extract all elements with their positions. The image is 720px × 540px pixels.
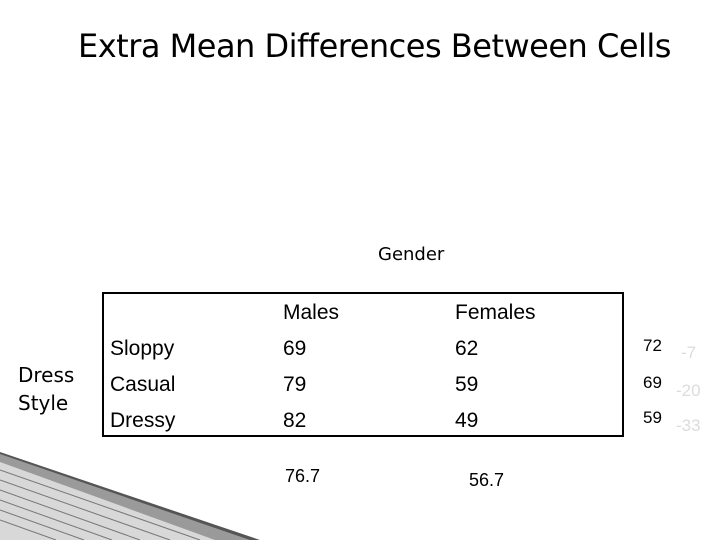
cell-sloppy-females: 62 bbox=[455, 337, 479, 360]
cell-casual-males: 79 bbox=[283, 373, 307, 396]
slide-title: Extra Mean Differences Between Cells bbox=[78, 27, 671, 65]
difference-dressy: -33 bbox=[676, 416, 701, 435]
dress-style-label: Dress Style bbox=[18, 363, 75, 415]
column-mean-males: 76.7 bbox=[285, 466, 321, 486]
row-mean-sloppy: 72 bbox=[643, 336, 662, 355]
row-label-dressy: Dressy bbox=[110, 409, 176, 432]
row-label-casual: Casual bbox=[110, 373, 176, 396]
row-label-sloppy: Sloppy bbox=[110, 337, 175, 360]
difference-sloppy: -7 bbox=[681, 343, 697, 362]
row-mean-dressy: 59 bbox=[643, 408, 662, 427]
column-mean-females: 56.7 bbox=[469, 470, 505, 490]
difference-casual: -20 bbox=[676, 381, 701, 400]
row-mean-casual: 69 bbox=[643, 373, 662, 392]
cell-dressy-males: 82 bbox=[283, 409, 307, 432]
gender-label: Gender bbox=[378, 244, 445, 265]
means-table bbox=[102, 292, 624, 437]
column-header-males: Males bbox=[283, 301, 340, 324]
cell-dressy-females: 49 bbox=[455, 409, 479, 432]
column-header-females: Females bbox=[455, 301, 536, 324]
cell-sloppy-males: 69 bbox=[283, 337, 307, 360]
cell-casual-females: 59 bbox=[455, 373, 479, 396]
